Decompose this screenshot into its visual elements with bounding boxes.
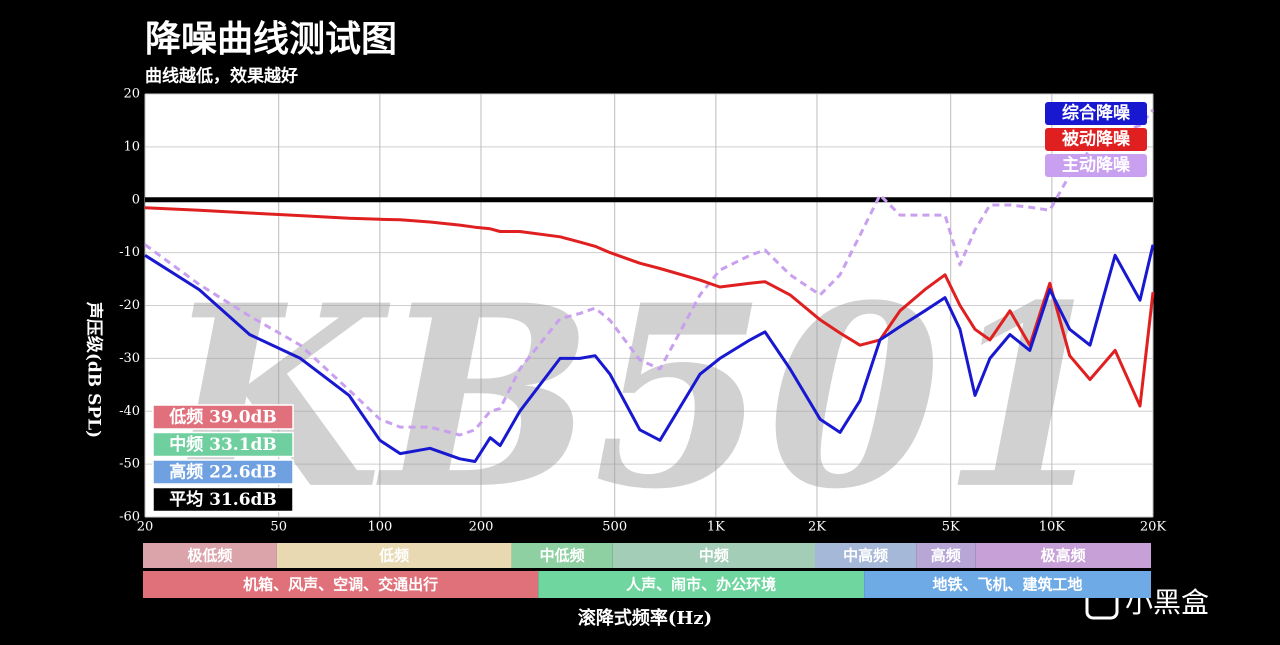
y-axis-label: 声压级(dB SPL) (84, 301, 105, 438)
summary-box (152, 431, 294, 458)
summary-text: 中频 33.1dB (169, 434, 277, 455)
band (916, 543, 976, 568)
band-label: 低频 (378, 547, 409, 565)
x-tick-label: 50 (270, 520, 287, 535)
chart-title: 降噪曲线测试图 (145, 18, 397, 60)
summary-text: 平均 31.6dB (169, 489, 277, 510)
legend-label: 被动降噪 (1062, 129, 1131, 150)
band-label: 极高频 (1041, 547, 1086, 565)
y-tick-label: -30 (119, 351, 140, 366)
y-tick-label: 20 (123, 87, 140, 102)
y-tick-label: 10 (123, 139, 140, 154)
series-line (144, 206, 1155, 408)
x-tick-label: 500 (602, 520, 627, 535)
x-tick-label: 200 (469, 520, 494, 535)
y-tick-label: -60 (119, 510, 140, 525)
y-tick-label: -20 (119, 298, 140, 313)
band-label: 中频 (699, 547, 729, 565)
y-tick-label: 0 (132, 192, 140, 207)
x-tick-label: 2K (808, 520, 826, 535)
band (975, 543, 1151, 568)
band-label: 高频 (931, 547, 961, 565)
band-label: 中高频 (843, 547, 888, 565)
scene-label: 机箱、风声、空调、交通出行 (243, 576, 438, 594)
x-tick-label: 5K (942, 520, 960, 535)
series-line (144, 244, 1155, 463)
band (143, 543, 277, 568)
summary-text: 低频 39.0dB (168, 407, 277, 428)
summary-box (152, 404, 294, 430)
scene-label: 人声、闹市、办公环境 (626, 576, 776, 594)
x-tick-label: 20 (137, 520, 154, 535)
summary-text: 高频 22.6dB (169, 462, 277, 483)
chart-subtitle: 曲线越低，效果越好 (145, 66, 298, 87)
scene-band (143, 571, 539, 598)
legend-swatch (1045, 154, 1147, 177)
legend-label: 主动降噪 (1062, 155, 1131, 176)
x-tick-label: 10K (1039, 520, 1066, 535)
legend-label: 综合降噪 (1062, 103, 1131, 124)
y-tick-label: -40 (119, 404, 140, 419)
legend-swatch (1045, 102, 1147, 125)
band (511, 543, 613, 568)
x-tick-label: 20K (1140, 520, 1167, 535)
y-tick-label: -50 (119, 457, 140, 472)
summary-box (152, 486, 294, 513)
band (276, 543, 512, 568)
band-label: 中低频 (540, 547, 585, 565)
band (612, 543, 815, 568)
scene-label: 地铁、飞机、建筑工地 (933, 576, 1083, 594)
band-label: 极低频 (187, 547, 232, 565)
x-axis-label: 滚降式频率(Hz) (578, 607, 712, 629)
scene-band (538, 571, 865, 598)
band (815, 543, 917, 568)
y-tick-label: -10 (119, 245, 140, 260)
legend-item: 被动降噪 (1045, 128, 1147, 151)
watermark: KB501 (159, 250, 1115, 544)
x-tick-label: 1K (707, 520, 725, 535)
scene-band (864, 571, 1151, 598)
legend-item: 综合降噪 (1045, 102, 1147, 125)
summary-box (152, 459, 294, 485)
legend-swatch (1045, 128, 1147, 151)
series-line (144, 108, 1155, 437)
x-tick-label: 100 (367, 520, 392, 535)
legend-item: 主动降噪 (1045, 154, 1147, 177)
